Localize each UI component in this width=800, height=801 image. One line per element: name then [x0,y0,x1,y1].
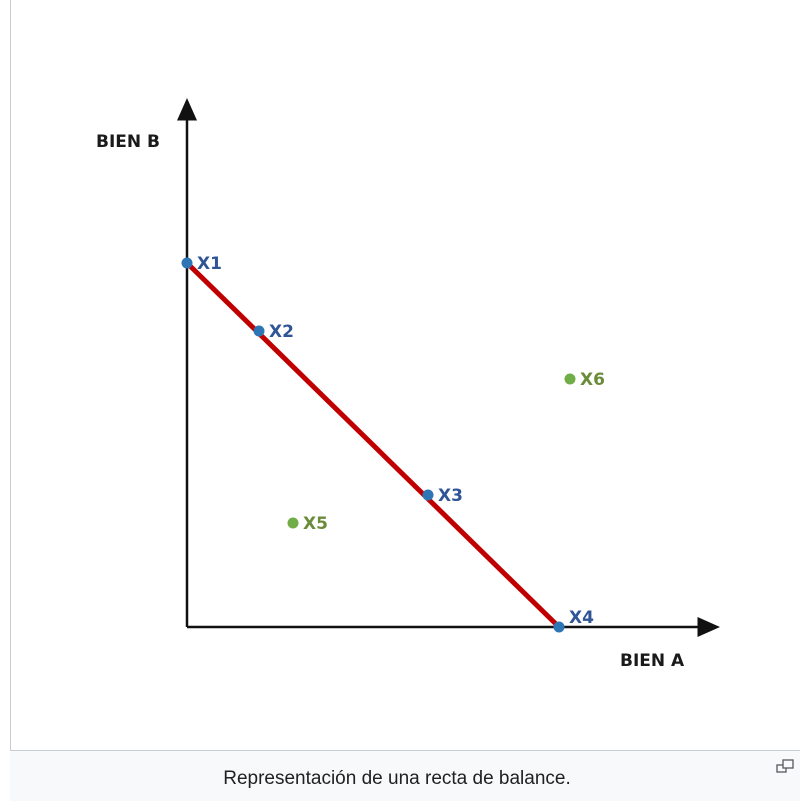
point-label: X4 [569,608,594,628]
point [553,621,565,633]
enlarge-icon[interactable] [776,759,794,773]
point-label: X2 [269,322,294,342]
points: X1 X2 X3 X4 X5 X6 [181,254,605,633]
caption-bar [10,750,800,801]
point [287,517,299,529]
point [253,325,265,337]
point [181,257,193,269]
point [422,489,434,501]
y-axis-label: BIEN B [96,132,160,152]
point-label: X1 [197,254,222,274]
point [564,373,576,385]
icon-part [782,759,794,769]
point-label: X5 [303,514,328,534]
caption: Representación de una recta de balance. [223,768,571,789]
point-label: X6 [580,370,605,390]
budget-line [185,261,561,629]
point-label: X3 [438,486,463,506]
x-axis-label: BIEN A [620,651,685,671]
